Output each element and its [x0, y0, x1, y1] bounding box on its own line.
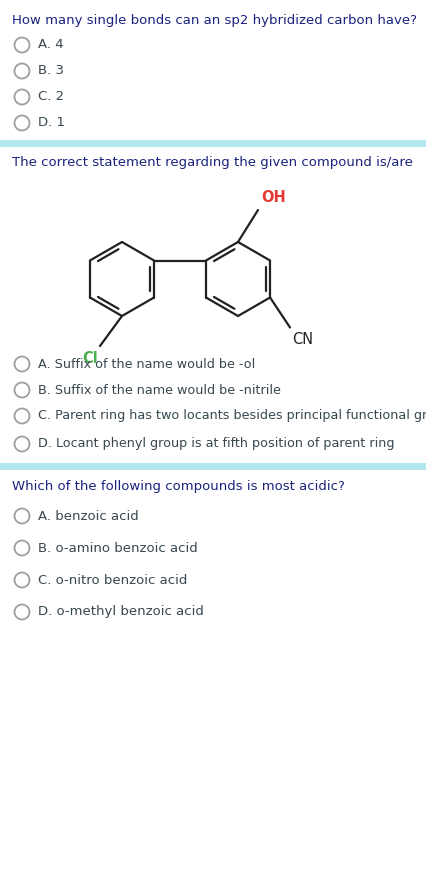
Text: A. 4: A. 4 — [38, 38, 63, 52]
Bar — [0, 463, 426, 470]
Text: B. o-amino benzoic acid: B. o-amino benzoic acid — [38, 542, 197, 554]
Text: OH: OH — [260, 190, 285, 205]
Text: C. o-nitro benzoic acid: C. o-nitro benzoic acid — [38, 573, 187, 586]
Text: How many single bonds can an sp2 hybridized carbon have?: How many single bonds can an sp2 hybridi… — [12, 14, 416, 27]
Text: C. 2: C. 2 — [38, 91, 64, 103]
Text: The correct statement regarding the given compound is/are: The correct statement regarding the give… — [12, 156, 412, 169]
Bar — [0, 140, 426, 147]
Text: Which of the following compounds is most acidic?: Which of the following compounds is most… — [12, 480, 344, 493]
Text: A. benzoic acid: A. benzoic acid — [38, 510, 138, 523]
Text: D. Locant phenyl group is at fifth position of parent ring: D. Locant phenyl group is at fifth posit… — [38, 438, 394, 450]
Text: C. Parent ring has two locants besides principal functional group: C. Parent ring has two locants besides p… — [38, 410, 426, 422]
Text: Cl: Cl — [82, 351, 98, 366]
Text: D. 1: D. 1 — [38, 116, 65, 129]
Text: CN: CN — [291, 332, 312, 348]
Text: A. Suffix of the name would be -ol: A. Suffix of the name would be -ol — [38, 357, 255, 371]
Text: B. 3: B. 3 — [38, 65, 64, 78]
Text: D. o-methyl benzoic acid: D. o-methyl benzoic acid — [38, 606, 203, 619]
Text: B. Suffix of the name would be -nitrile: B. Suffix of the name would be -nitrile — [38, 384, 280, 397]
